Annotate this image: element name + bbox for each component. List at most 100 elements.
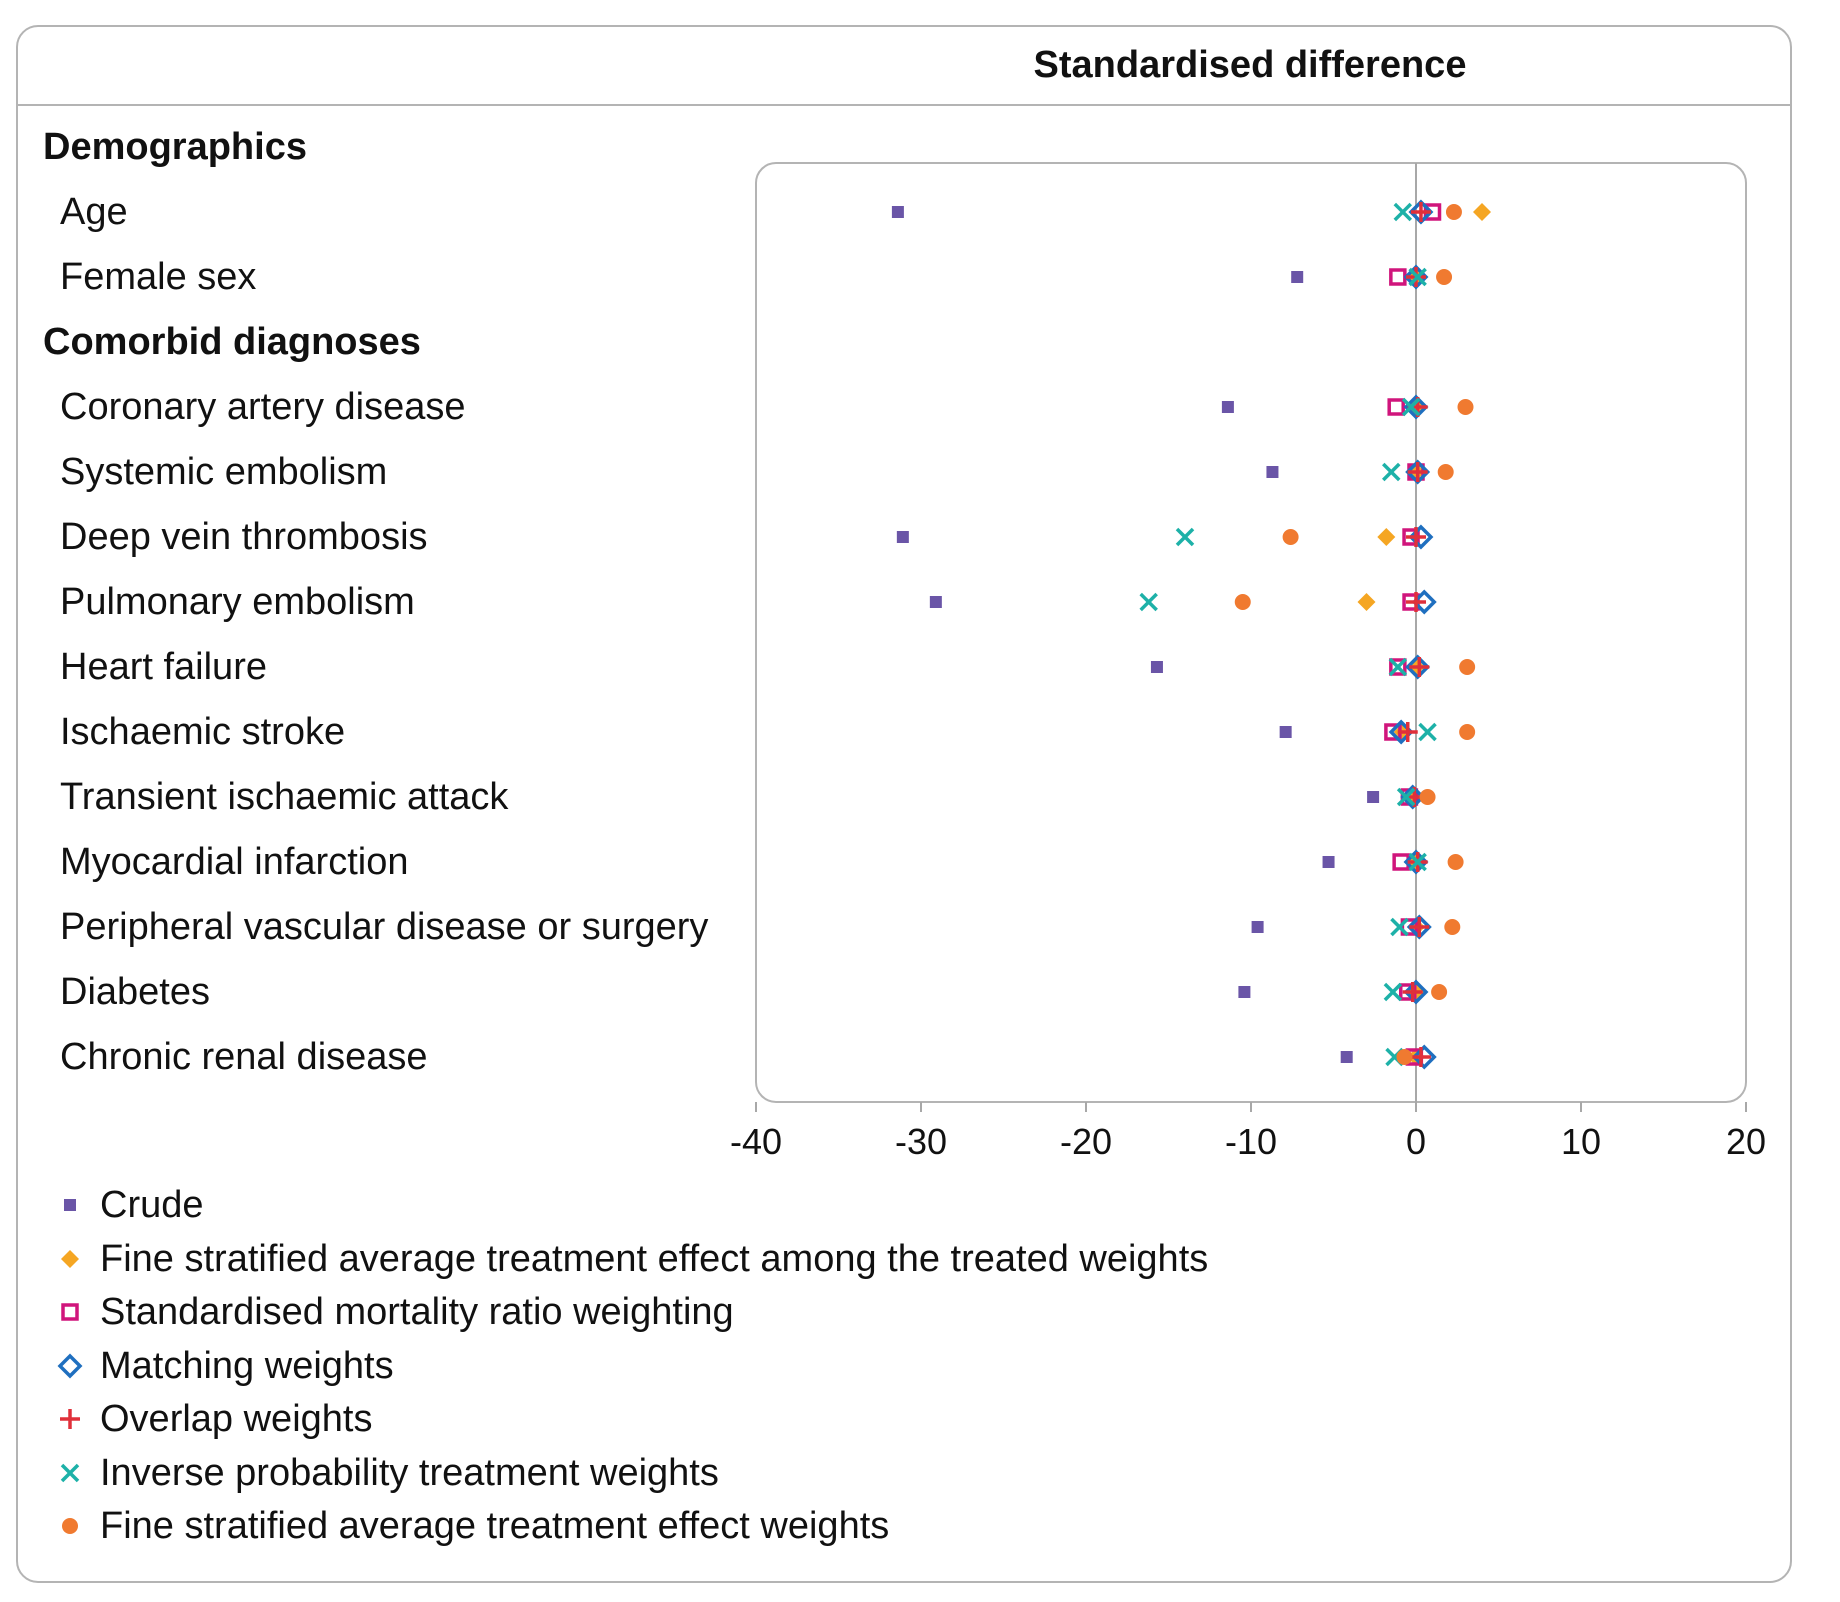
- data-point: [1396, 787, 1416, 807]
- data-point: [1447, 854, 1464, 870]
- data-point: [1445, 204, 1462, 220]
- legend-item: Matching weights: [54, 1342, 1454, 1390]
- x-tick-label: -40: [730, 1121, 782, 1162]
- data-point: [1387, 398, 1405, 416]
- data-point: [1437, 464, 1454, 480]
- series-6: [1234, 204, 1476, 1065]
- row-label: Age: [60, 191, 128, 233]
- data-point: [1221, 401, 1234, 413]
- data-point: [1409, 917, 1430, 937]
- data-point: [1409, 657, 1430, 677]
- legend-marker-icon: [64, 1199, 76, 1211]
- data-point: [1408, 267, 1427, 287]
- row-label: Ischaemic stroke: [60, 711, 346, 753]
- data-point: [1390, 917, 1409, 937]
- series-3: [1388, 199, 1437, 1070]
- x-tick-label: 20: [1726, 1121, 1766, 1162]
- data-point: [1407, 462, 1428, 482]
- data-point: [1340, 1051, 1353, 1063]
- legend-label: Inverse probability treatment weights: [100, 1451, 719, 1494]
- data-point: [1367, 791, 1380, 803]
- data-point: [1357, 593, 1376, 611]
- series-4: [1397, 202, 1431, 1067]
- row-label: Systemic embolism: [60, 451, 388, 493]
- data-point: [1291, 271, 1304, 283]
- row-label: Deep vein thrombosis: [60, 516, 428, 558]
- legend-marker-icon: [61, 1303, 79, 1321]
- series-2: [1384, 203, 1442, 1066]
- row-label: Heart failure: [60, 646, 267, 688]
- data-point: [1444, 919, 1461, 935]
- data-point: [1436, 269, 1453, 285]
- data-point: [1279, 726, 1292, 738]
- legend-label: Fine stratified average treatment effect…: [100, 1505, 890, 1547]
- data-point: [1251, 921, 1264, 933]
- header-divider: [16, 104, 1792, 106]
- data-point: [1389, 268, 1407, 286]
- x-tick-label: -20: [1060, 1121, 1112, 1162]
- data-point: [896, 531, 909, 543]
- legend-item: Crude: [54, 1181, 1454, 1229]
- legend-label: Standardised mortality ratio weighting: [100, 1291, 734, 1333]
- legend-label: Overlap weights: [100, 1398, 373, 1440]
- data-point: [1397, 722, 1418, 742]
- data-point: [1389, 658, 1407, 676]
- data-point: [1139, 592, 1158, 612]
- data-point: [1383, 982, 1403, 1002]
- data-point: [891, 206, 904, 218]
- legend-item: Standardised mortality ratio weighting: [54, 1288, 1454, 1336]
- series-5: [1139, 202, 1437, 1067]
- legend-marker-icon: [60, 1409, 80, 1429]
- data-point: [1382, 462, 1401, 482]
- data-point: [929, 596, 942, 608]
- row-label: Transient ischaemic attack: [60, 776, 509, 818]
- data-point: [1175, 527, 1195, 547]
- legend-item: Fine stratified average treatment effect…: [54, 1235, 1454, 1283]
- data-point: [1388, 657, 1408, 677]
- chart-frame: [16, 25, 1792, 1583]
- data-point: [1234, 594, 1251, 610]
- data-point: [1266, 466, 1279, 478]
- row-label: Pulmonary embolism: [60, 581, 415, 623]
- data-point: [1431, 984, 1448, 1000]
- series-0: [891, 206, 1380, 1063]
- legend-marker-icon: [62, 1518, 78, 1534]
- data-point: [1393, 202, 1413, 222]
- x-tick-label: 0: [1406, 1121, 1426, 1162]
- row-label: Female sex: [60, 256, 257, 298]
- row-label: Myocardial infarction: [60, 841, 409, 883]
- x-tick-label: -30: [895, 1121, 947, 1162]
- data-point: [1322, 856, 1335, 868]
- data-point: [1377, 528, 1396, 546]
- x-tick-label: 10: [1561, 1121, 1601, 1162]
- data-point: [1410, 202, 1431, 222]
- data-point: [1411, 1044, 1437, 1070]
- data-point: [1418, 722, 1437, 742]
- data-point: [1401, 397, 1421, 417]
- row-label: Diabetes: [60, 971, 210, 1013]
- data-point: [1238, 986, 1251, 998]
- legend-label: Fine stratified average treatment effect…: [100, 1237, 1209, 1280]
- legend-marker-icon: [60, 1463, 80, 1482]
- data-point: [1406, 592, 1426, 612]
- legend-label: Crude: [100, 1184, 204, 1226]
- row-label: Peripheral vascular disease or surgery: [60, 906, 709, 948]
- data-point: [1473, 203, 1491, 221]
- data-point: [1459, 724, 1476, 740]
- legend-marker-icon: [61, 1249, 79, 1268]
- group-heading: Comorbid diagnoses: [43, 321, 421, 363]
- data-point: [1406, 527, 1426, 547]
- legend-label: Matching weights: [100, 1344, 394, 1387]
- data-point: [1150, 661, 1163, 673]
- data-point: [1459, 659, 1476, 675]
- data-point: [1396, 1049, 1413, 1065]
- plot-area: [755, 162, 1747, 1103]
- data-point: [1402, 982, 1423, 1002]
- data-point: [1419, 789, 1436, 805]
- data-point: [1410, 1047, 1431, 1067]
- row-label: Chronic renal disease: [60, 1036, 428, 1078]
- legend-item: Inverse probability treatment weights: [54, 1449, 1454, 1497]
- data-point: [1408, 852, 1427, 872]
- data-point: [1403, 979, 1429, 1005]
